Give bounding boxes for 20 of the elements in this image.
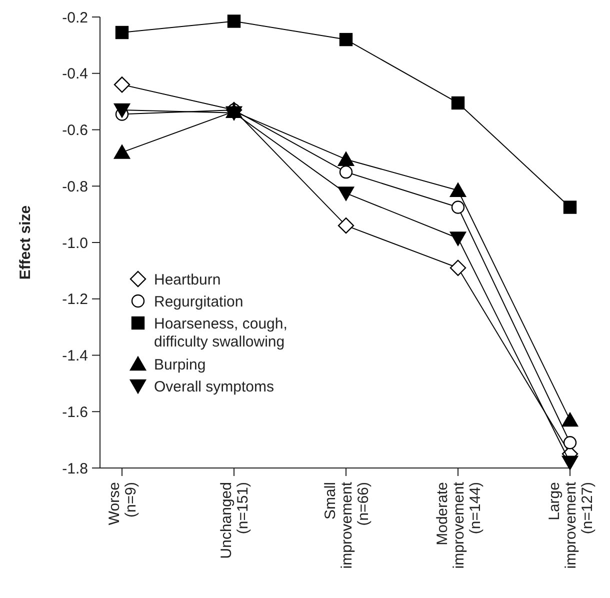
y-tick-label: -1.2 xyxy=(62,291,88,308)
y-tick-label: -1.4 xyxy=(62,348,88,364)
x-tick-label: Large improvement (n=127) xyxy=(546,481,596,569)
x-tick-label: Unchanged (n=151) xyxy=(218,482,252,559)
y-tick-label: -1.0 xyxy=(62,234,88,252)
legend-label: Hoarseness, cough, difficulty swallowing xyxy=(154,315,288,350)
y-axis-title: Effect size xyxy=(17,205,34,280)
y-tick-label: -0.6 xyxy=(62,122,88,139)
x-tick-label: Moderate improvement (n=144) xyxy=(434,481,484,569)
x-tick-label: Small improvement (n=66) xyxy=(322,481,372,569)
y-tick-label: -1.8 xyxy=(62,460,88,478)
legend-label: Overall symptoms xyxy=(154,378,274,396)
y-tick-label: -1.6 xyxy=(62,404,88,421)
y-tick-label: -0.2 xyxy=(62,9,88,26)
x-tick-label: Worse (n=9) xyxy=(106,482,140,526)
y-tick-label: -0.8 xyxy=(62,178,88,196)
y-tick-label: -0.4 xyxy=(62,66,88,83)
legend-label: Heartburn xyxy=(154,271,221,288)
legend-label: Regurgitation xyxy=(154,293,244,310)
legend-label: Burping xyxy=(154,356,206,374)
